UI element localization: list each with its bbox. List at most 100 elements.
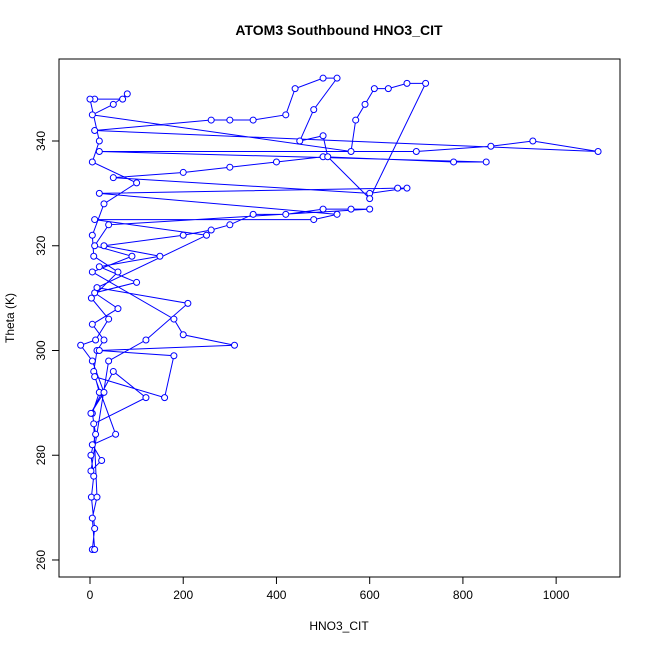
- point: [95, 346, 103, 354]
- point: [90, 420, 98, 428]
- point: [366, 195, 374, 203]
- point: [77, 341, 85, 349]
- point: [114, 305, 122, 313]
- point: [95, 189, 103, 197]
- point: [482, 158, 490, 166]
- point: [272, 158, 280, 166]
- point: [179, 231, 187, 239]
- point: [100, 336, 108, 344]
- point: [384, 85, 392, 93]
- x-tick-label: 0: [87, 588, 94, 602]
- point: [100, 200, 108, 208]
- y-tick-label: 320: [34, 235, 48, 255]
- point: [109, 367, 117, 375]
- point: [114, 268, 122, 276]
- point: [412, 147, 420, 155]
- point: [88, 320, 96, 328]
- point: [291, 85, 299, 93]
- point: [105, 357, 113, 365]
- point: [87, 409, 95, 417]
- point: [319, 74, 327, 82]
- point: [91, 242, 99, 250]
- point: [95, 147, 103, 155]
- point: [87, 467, 95, 475]
- x-tick-label: 600: [360, 588, 380, 602]
- point: [95, 137, 103, 145]
- point: [394, 184, 402, 192]
- point: [105, 315, 113, 323]
- x-tick-label: 1000: [543, 588, 570, 602]
- point: [91, 525, 99, 533]
- point: [226, 221, 234, 229]
- point: [87, 294, 95, 302]
- point: [88, 158, 96, 166]
- point: [352, 116, 360, 124]
- point: [370, 85, 378, 93]
- point: [91, 373, 99, 381]
- point: [226, 163, 234, 171]
- point: [282, 111, 290, 119]
- point: [93, 284, 101, 292]
- point: [109, 100, 117, 108]
- point: [450, 158, 458, 166]
- point: [87, 451, 95, 459]
- point: [594, 147, 602, 155]
- point: [226, 116, 234, 124]
- point: [324, 153, 332, 161]
- point: [361, 100, 369, 108]
- point: [156, 252, 164, 260]
- x-tick-label: 800: [453, 588, 473, 602]
- point: [88, 111, 96, 119]
- point: [86, 95, 94, 103]
- point: [347, 205, 355, 213]
- point: [133, 278, 141, 286]
- point: [91, 216, 99, 224]
- point: [529, 137, 537, 145]
- x-tick-label: 200: [173, 588, 193, 602]
- y-tick-label: 280: [34, 445, 48, 465]
- point: [333, 74, 341, 82]
- point: [296, 137, 304, 145]
- point: [98, 456, 106, 464]
- y-axis-label: Theta (K): [3, 293, 17, 343]
- point: [100, 388, 108, 396]
- point: [179, 168, 187, 176]
- point: [422, 79, 430, 87]
- point: [100, 242, 108, 250]
- point: [179, 331, 187, 339]
- point: [366, 205, 374, 213]
- y-tick-label: 300: [34, 340, 48, 360]
- point: [161, 394, 169, 402]
- point: [282, 210, 290, 218]
- point: [207, 116, 215, 124]
- point: [88, 441, 96, 449]
- point: [133, 179, 141, 187]
- point: [92, 336, 100, 344]
- point: [170, 315, 178, 323]
- x-axis-label: HNO3_CIT: [309, 619, 369, 633]
- point: [88, 514, 96, 522]
- point: [207, 226, 215, 234]
- point: [109, 174, 117, 182]
- point: [88, 357, 96, 365]
- point: [142, 336, 150, 344]
- point: [88, 231, 96, 239]
- point: [310, 216, 318, 224]
- point: [310, 106, 318, 114]
- point: [249, 210, 257, 218]
- point: [403, 184, 411, 192]
- point: [105, 221, 113, 229]
- point: [203, 231, 211, 239]
- point: [170, 352, 178, 360]
- point: [123, 90, 131, 98]
- point: [119, 95, 127, 103]
- point: [403, 79, 411, 87]
- y-tick-label: 340: [34, 131, 48, 151]
- point: [347, 147, 355, 155]
- point: [184, 299, 192, 307]
- point: [90, 472, 98, 480]
- point: [92, 430, 100, 438]
- point: [319, 205, 327, 213]
- point: [88, 268, 96, 276]
